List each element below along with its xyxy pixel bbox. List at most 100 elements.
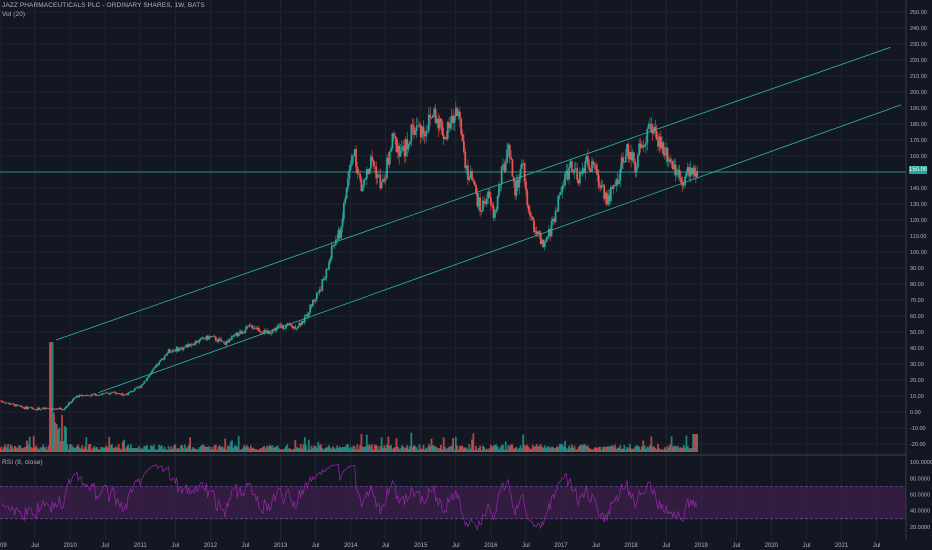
candle-body [32, 409, 35, 410]
candle-body [116, 393, 119, 395]
candle-body [22, 407, 24, 408]
y-tick-label: 200.00 [910, 90, 927, 96]
volume-bar [542, 447, 545, 452]
volume-bar [248, 448, 251, 452]
candle-body [280, 324, 283, 327]
candle-body [297, 326, 299, 329]
volume-bar [627, 448, 630, 452]
candle-body [484, 203, 487, 204]
candle-body [24, 406, 27, 409]
candle-body [204, 338, 206, 340]
candle-body [129, 391, 132, 393]
candle-body [568, 167, 570, 180]
volume-bar [267, 446, 270, 452]
volume-bar [206, 446, 209, 452]
candle-body [436, 118, 438, 123]
x-tick-label: 2020 [765, 543, 779, 549]
volume-bar [40, 447, 43, 452]
volume-bar [46, 449, 49, 452]
candle-body [557, 195, 560, 212]
volume-bar [642, 440, 645, 452]
x-tick-label: Jul [382, 543, 390, 549]
candle-body [275, 328, 278, 331]
candle-body [17, 405, 20, 406]
volume-bar [70, 444, 73, 452]
volume-bar [662, 449, 665, 452]
candle-body [444, 137, 446, 140]
volume-bar [225, 449, 228, 452]
volume-bar [686, 445, 689, 452]
volume-bar [440, 444, 442, 452]
candle-body [550, 221, 553, 237]
candle-body [392, 133, 395, 136]
volume-bar [333, 447, 336, 452]
volume-bar [263, 445, 266, 452]
volume-bar [104, 447, 107, 452]
volume-bar [50, 342, 53, 452]
volume-bar [550, 446, 553, 452]
volume-bar [580, 444, 583, 452]
volume-bar [407, 449, 410, 452]
candle-body [187, 343, 190, 348]
candle-body [458, 111, 461, 119]
volume-bar [674, 445, 677, 452]
volume-bar [359, 445, 361, 452]
candle-body [88, 395, 90, 396]
volume-bar [17, 445, 20, 452]
volume-bar [423, 449, 426, 452]
volume-bar [154, 449, 156, 452]
volume-bar [593, 447, 596, 452]
candle-body [523, 163, 526, 182]
volume-bar [549, 448, 552, 452]
volume-bar [394, 447, 397, 452]
candle-body [446, 122, 449, 139]
candle-body [388, 151, 391, 165]
rsi-label: RSI (8, close) [2, 459, 43, 466]
candle-body [303, 316, 306, 323]
volume-bar [342, 447, 345, 452]
volume-bar [352, 445, 355, 452]
candle-body [669, 159, 672, 163]
candle-body [182, 347, 185, 350]
volume-bar [247, 446, 250, 452]
volume-bar [541, 446, 544, 452]
volume-bar [69, 444, 72, 452]
volume-bar [208, 446, 210, 452]
candle-body [597, 175, 600, 187]
volume-bar [510, 444, 512, 452]
volume-bar [218, 445, 221, 452]
candle-body [627, 144, 630, 160]
volume-bar [205, 446, 208, 452]
candle-body [225, 340, 228, 345]
volume-bar [489, 444, 492, 452]
candle-body [534, 231, 537, 233]
candle-body [628, 151, 631, 160]
y-tick-label: 50.00 [910, 330, 924, 336]
volume-bar [232, 447, 235, 452]
volume-bar [498, 449, 500, 452]
candle-body [347, 179, 349, 189]
volume-bar [511, 444, 514, 452]
volume-bar [236, 446, 239, 452]
candle-body [155, 364, 158, 368]
candle-body [162, 358, 165, 360]
candle-body [210, 336, 213, 337]
candle-body [380, 182, 383, 189]
volume-bar [253, 449, 256, 452]
rsi-tick-label: 60.0000 [910, 492, 930, 498]
volume-bar [88, 444, 90, 452]
candle-body [348, 169, 351, 180]
candle-body [577, 179, 580, 184]
candle-body [398, 145, 401, 157]
candle-body [605, 192, 608, 205]
candle-body [259, 331, 262, 333]
candle-body [305, 314, 308, 317]
candle-body [224, 342, 227, 345]
candle-body [160, 358, 163, 360]
candle-body [434, 108, 437, 123]
candle-body [175, 347, 178, 352]
candle-body [252, 327, 255, 329]
candle-body [23, 407, 26, 409]
volume-bar [417, 449, 419, 452]
volume-bar [82, 449, 85, 452]
